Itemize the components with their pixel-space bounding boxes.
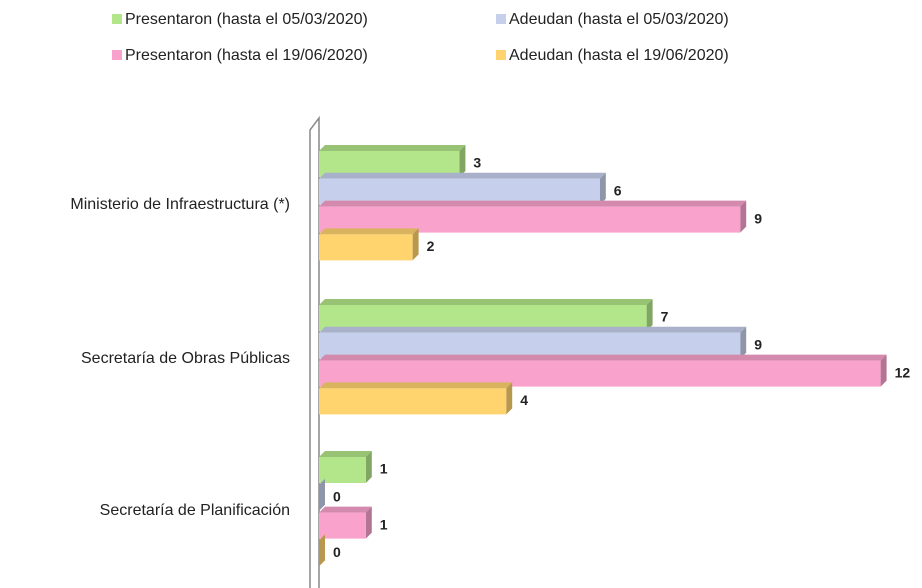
wall-edge [309, 115, 320, 588]
legend-swatch [496, 50, 506, 60]
bar [319, 388, 507, 415]
data-label: 7 [661, 309, 669, 325]
bar-top [319, 299, 653, 305]
bar-top [319, 382, 513, 389]
bar-side [646, 299, 653, 331]
bar-side [740, 200, 747, 233]
bar-side [412, 228, 419, 261]
data-label: 9 [754, 210, 762, 226]
data-label: 6 [614, 183, 622, 199]
bar-top [319, 200, 747, 207]
bar-side [506, 382, 513, 415]
bar-top [319, 145, 466, 151]
bar-side [459, 145, 466, 177]
data-label: 0 [333, 544, 341, 560]
data-label: 3 [473, 155, 481, 171]
bar [319, 512, 366, 539]
bar-side [740, 326, 747, 359]
legend-label: Adeudan (hasta el 05/03/2020) [509, 11, 729, 28]
bar-side [880, 354, 887, 387]
data-label: 12 [895, 364, 911, 380]
bar-top [319, 506, 372, 513]
bar [319, 360, 881, 387]
category-label: Ministerio de Infraestructura (*) [70, 196, 290, 213]
data-label: 1 [380, 516, 388, 532]
bar-side [365, 451, 372, 483]
data-label: 2 [427, 238, 435, 254]
bar-top [319, 326, 747, 333]
bar-top [319, 172, 606, 179]
legend-swatch [112, 50, 122, 60]
data-label: 9 [754, 337, 762, 353]
bar-side [599, 172, 606, 205]
bar-top [319, 228, 419, 235]
bar [319, 234, 413, 261]
bar [319, 457, 366, 483]
bar-top [319, 354, 887, 361]
bar [319, 305, 647, 331]
category-label: Secretaría de Planificación [100, 502, 290, 519]
legend-swatch [112, 14, 122, 24]
bar [319, 151, 460, 177]
legend-swatch [496, 14, 506, 24]
data-label: 4 [520, 392, 528, 408]
data-label: 0 [333, 489, 341, 505]
wall [309, 115, 320, 588]
bar-side [365, 506, 372, 539]
bar [319, 178, 600, 205]
category-label: Secretaría de Obras Públicas [81, 350, 290, 367]
data-label: 1 [380, 461, 388, 477]
bar-side [319, 478, 325, 511]
bar-top [319, 451, 372, 457]
legend-label: Adeudan (hasta el 19/06/2020) [509, 47, 729, 64]
bar [319, 206, 741, 233]
legend-label: Presentaron (hasta el 05/03/2020) [125, 11, 368, 28]
bar-side [319, 534, 325, 567]
legend-label: Presentaron (hasta el 19/06/2020) [125, 47, 368, 64]
bar [319, 332, 741, 359]
